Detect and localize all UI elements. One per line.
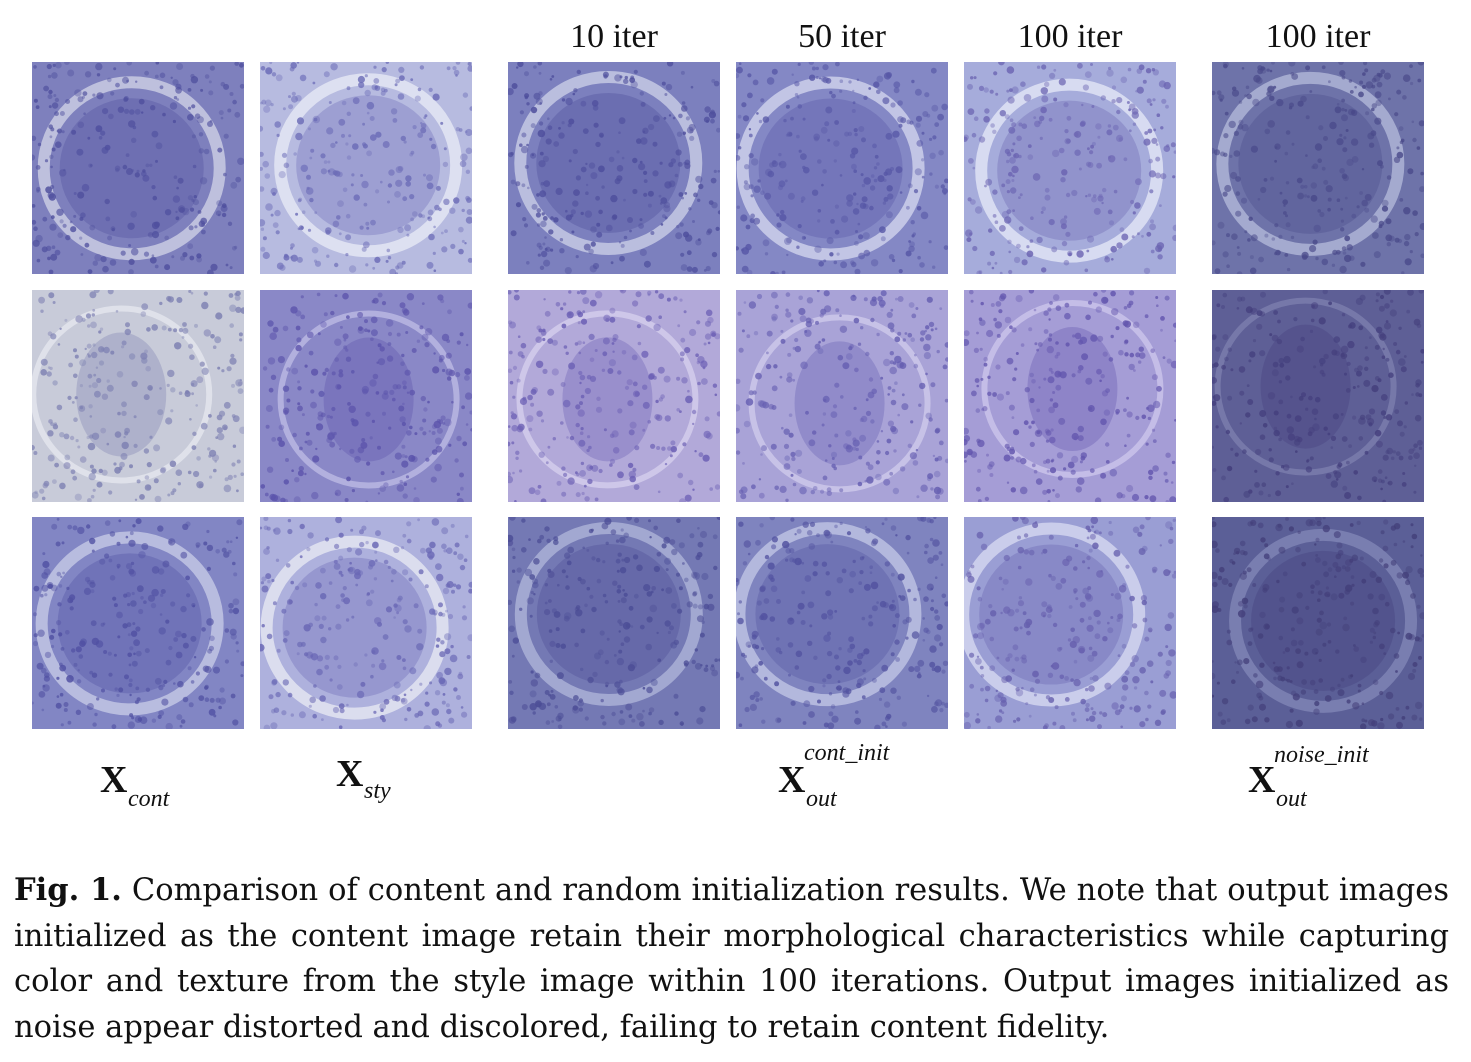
micrograph-tile-r2-c0 xyxy=(32,517,244,729)
label-x-sty: X sty xyxy=(336,753,391,804)
label-x-out-cont-init: X cont_init out xyxy=(778,740,890,812)
micrograph-tile-r0-c4 xyxy=(964,62,1176,274)
micrograph-tile-r0-c3 xyxy=(736,62,948,274)
micrograph-tile-r1-c4 xyxy=(964,290,1176,502)
micrograph-tile-r2-c1 xyxy=(260,517,472,729)
micrograph-tile-r1-c3 xyxy=(736,290,948,502)
column-header-100-iter-noise: 100 iter xyxy=(1265,18,1371,55)
column-header-10-iter: 10 iter xyxy=(570,18,658,55)
micrograph-tile-r0-c1 xyxy=(260,62,472,274)
micrograph-tile-r2-c3 xyxy=(736,517,948,729)
micrograph-tile-r1-c0 xyxy=(32,290,244,502)
micrograph-tile-r2-c5 xyxy=(1212,517,1424,729)
micrograph-tile-r1-c1 xyxy=(260,290,472,502)
micrograph-tile-r2-c2 xyxy=(508,517,720,729)
micrograph-tile-r1-c2 xyxy=(508,290,720,502)
caption-label: Fig. 1. xyxy=(14,872,122,908)
micrograph-tile-r0-c0 xyxy=(32,62,244,274)
micrograph-tile-r2-c4 xyxy=(964,517,1176,729)
column-header-50-iter: 50 iter xyxy=(798,18,886,55)
caption-text: Comparison of content and random initial… xyxy=(14,873,1449,1045)
micrograph-tile-r1-c5 xyxy=(1212,290,1424,502)
column-header-100-iter: 100 iter xyxy=(1017,18,1123,55)
label-x-out-noise-init: X noise_init out xyxy=(1248,742,1369,812)
label-x-cont: X cont xyxy=(100,759,170,812)
figure-caption: Fig. 1. Comparison of content and random… xyxy=(14,868,1449,1050)
micrograph-tile-r0-c5 xyxy=(1212,62,1424,274)
micrograph-tile-r0-c2 xyxy=(508,62,720,274)
